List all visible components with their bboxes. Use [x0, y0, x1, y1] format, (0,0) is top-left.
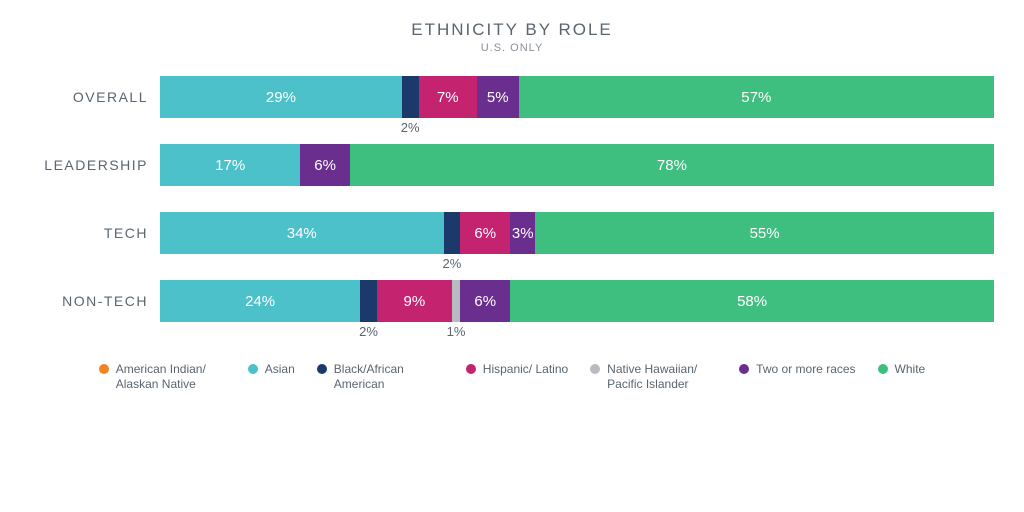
segment-value: 6%: [314, 157, 336, 174]
legend-swatch: [317, 364, 327, 374]
segment-value: 29%: [266, 89, 296, 106]
legend-item-black: Black/African American: [317, 362, 444, 392]
bar-segment-hispanic: 9%: [377, 280, 452, 322]
bar-segment-white: 55%: [535, 212, 994, 254]
stacked-bar: 24% 9% 6% 58%: [160, 280, 994, 322]
row-label: NON-TECH: [30, 293, 160, 309]
legend-swatch: [466, 364, 476, 374]
segment-value: 7%: [437, 89, 459, 106]
bar-segment-hispanic: 7%: [419, 76, 477, 118]
stacked-bar: 17% 6% 78%: [160, 144, 994, 186]
chart-row: NON-TECH24%9%6%58%2%1%: [30, 280, 994, 322]
row-label: TECH: [30, 225, 160, 241]
legend-item-white: White: [878, 362, 926, 392]
legend-swatch: [878, 364, 888, 374]
chart-row: TECH34%6%3%55%2%: [30, 212, 994, 254]
legend-swatch: [739, 364, 749, 374]
legend-label: White: [895, 362, 926, 377]
legend-label: Two or more races: [756, 362, 855, 377]
segment-value: 6%: [474, 293, 496, 310]
bar-segment-two_or_more: 6%: [460, 280, 510, 322]
segment-value: 17%: [215, 157, 245, 174]
segment-value: 57%: [741, 89, 771, 106]
segment-value-below: 2%: [401, 120, 420, 135]
bar-segment-asian: 29%: [160, 76, 402, 118]
below-labels: 2%: [160, 256, 994, 274]
bar-segment-two_or_more: 3%: [510, 212, 535, 254]
segment-value-below: 2%: [359, 324, 378, 339]
legend-swatch: [248, 364, 258, 374]
chart-subtitle: U.S. ONLY: [30, 42, 994, 54]
bar-segment-two_or_more: 6%: [300, 144, 350, 186]
segment-value: 55%: [750, 225, 780, 242]
bar-segment-white: 58%: [510, 280, 994, 322]
bar-segment-black: [444, 212, 461, 254]
segment-value-below: 1%: [447, 324, 466, 339]
segment-value: 3%: [512, 225, 534, 242]
chart-rows: OVERALL 29% 7% 5% 57% 2% LEADERSHIP 17% 6% 78% TEC…: [30, 76, 994, 322]
segment-value: 9%: [404, 293, 426, 310]
bar-segment-asian: 17%: [160, 144, 300, 186]
legend-item-hispanic: Hispanic/ Latino: [466, 362, 568, 392]
legend-item-native_hawaiian: Native Hawaiian/ Pacific Islander: [590, 362, 717, 392]
legend-label: Native Hawaiian/ Pacific Islander: [607, 362, 717, 392]
legend-item-two_or_more: Two or more races: [739, 362, 855, 392]
legend-label: Hispanic/ Latino: [483, 362, 568, 377]
legend-label: Black/African American: [334, 362, 444, 392]
segment-value: 24%: [245, 293, 275, 310]
segment-value: 6%: [474, 225, 496, 242]
chart-title: ETHNICITY BY ROLE: [30, 20, 994, 40]
bar-segment-native_hawaiian: [452, 280, 460, 322]
segment-value: 78%: [657, 157, 687, 174]
chart-row: OVERALL29%7%5%57%2%: [30, 76, 994, 118]
row-label: OVERALL: [30, 89, 160, 105]
stacked-bar: 29% 7% 5% 57%: [160, 76, 994, 118]
legend-swatch: [99, 364, 109, 374]
bar-segment-white: 57%: [519, 76, 994, 118]
legend-item-american_indian: American Indian/ Alaskan Native: [99, 362, 226, 392]
legend-swatch: [590, 364, 600, 374]
segment-value: 58%: [737, 293, 767, 310]
row-label: LEADERSHIP: [30, 157, 160, 173]
legend-label: American Indian/ Alaskan Native: [116, 362, 226, 392]
below-labels: 2% 1%: [160, 324, 994, 342]
chart-row: LEADERSHIP 17% 6% 78%: [30, 144, 994, 186]
bar-segment-asian: 34%: [160, 212, 444, 254]
bar-segment-white: 78%: [350, 144, 994, 186]
segment-value: 5%: [487, 89, 509, 106]
bar-segment-two_or_more: 5%: [477, 76, 519, 118]
bar-segment-asian: 24%: [160, 280, 360, 322]
segment-value-below: 2%: [442, 256, 461, 271]
bar-segment-black: [402, 76, 419, 118]
below-labels: 2%: [160, 120, 994, 138]
bar-segment-black: [360, 280, 377, 322]
stacked-bar: 34% 6% 3% 55%: [160, 212, 994, 254]
legend-item-asian: Asian: [248, 362, 295, 392]
bar-segment-hispanic: 6%: [460, 212, 510, 254]
segment-value: 34%: [287, 225, 317, 242]
legend-label: Asian: [265, 362, 295, 377]
chart-legend: American Indian/ Alaskan Native Asian Blac…: [30, 362, 994, 392]
